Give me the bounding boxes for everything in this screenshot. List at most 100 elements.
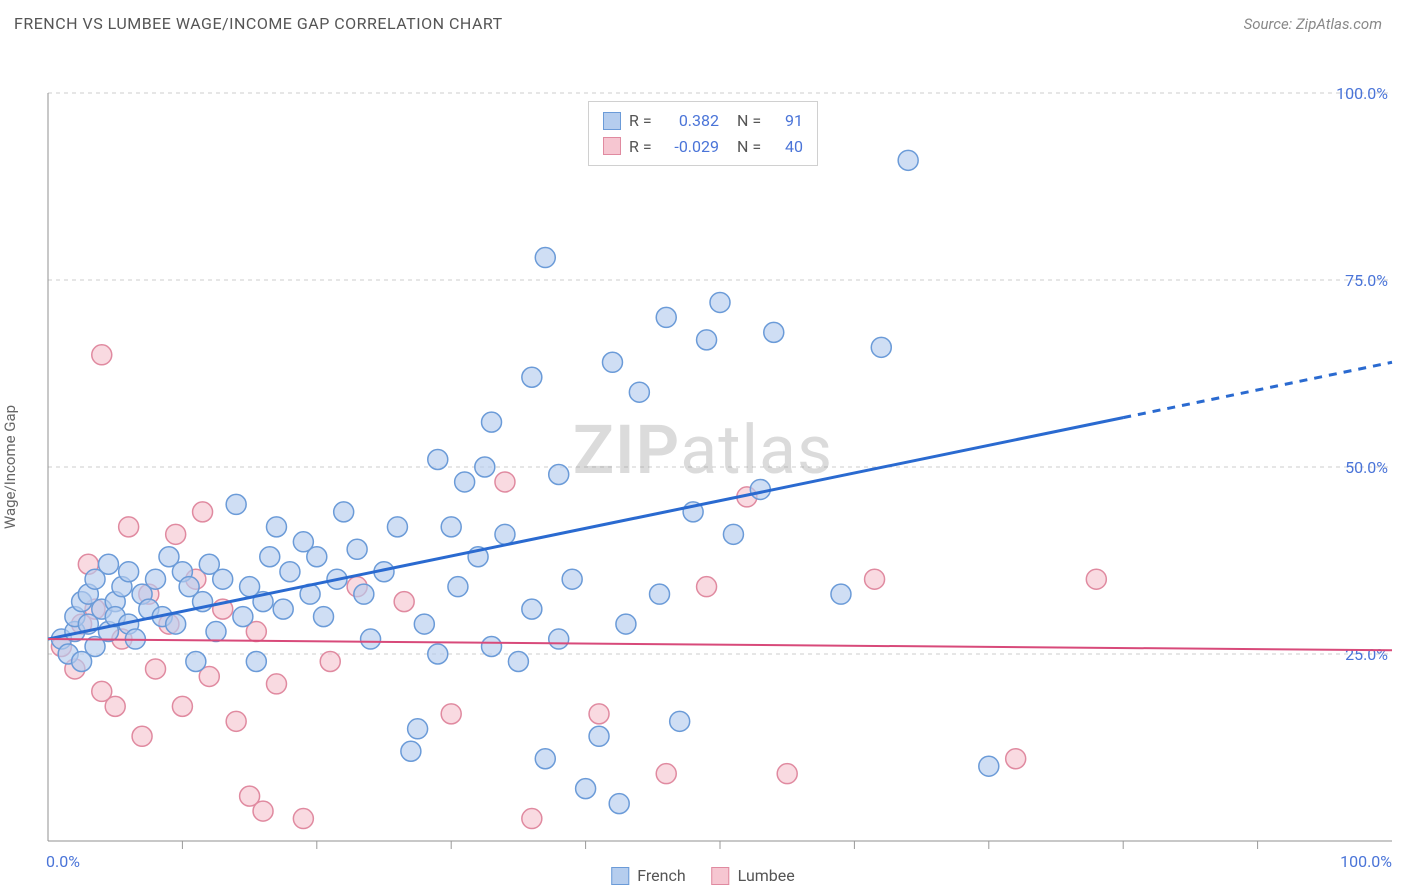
- data-point: [334, 502, 354, 522]
- data-point: [186, 651, 206, 671]
- data-point: [166, 524, 186, 544]
- data-point: [213, 569, 233, 589]
- data-point: [495, 524, 515, 544]
- trend-line: [48, 418, 1123, 639]
- data-point: [508, 651, 528, 671]
- data-point: [226, 711, 246, 731]
- data-point: [441, 704, 461, 724]
- data-point: [172, 696, 192, 716]
- trend-line-dashed: [1123, 362, 1392, 417]
- data-point: [522, 367, 542, 387]
- data-point: [401, 741, 421, 761]
- data-point: [1006, 749, 1026, 769]
- data-point: [448, 577, 468, 597]
- data-point: [92, 345, 112, 365]
- data-point: [697, 577, 717, 597]
- y-axis-label: Wage/Income Gap: [1, 405, 19, 529]
- data-point: [307, 547, 327, 567]
- legend-label: French: [637, 866, 685, 885]
- data-point: [314, 607, 334, 627]
- data-point: [273, 599, 293, 619]
- data-point: [522, 599, 542, 619]
- data-point: [455, 472, 475, 492]
- data-point: [354, 584, 374, 604]
- data-point: [710, 292, 730, 312]
- data-point: [522, 809, 542, 829]
- stat-r-label: R =: [629, 108, 657, 134]
- stat-r-value: -0.029: [665, 134, 719, 160]
- svg-text:75.0%: 75.0%: [1345, 271, 1388, 290]
- stat-r-label: R =: [629, 134, 657, 160]
- data-point: [408, 719, 428, 739]
- trend-line: [48, 639, 1392, 650]
- data-point: [266, 517, 286, 537]
- data-point: [394, 592, 414, 612]
- data-point: [347, 539, 367, 559]
- data-point: [260, 547, 280, 567]
- data-point: [246, 651, 266, 671]
- data-point: [535, 749, 555, 769]
- stat-n-value: 91: [773, 108, 803, 134]
- data-point: [266, 674, 286, 694]
- data-point: [414, 614, 434, 634]
- data-point: [119, 562, 139, 582]
- scatter-chart: 25.0% 50.0% 75.0% 100.0% 0.0% 100.0%: [0, 43, 1406, 891]
- data-point: [428, 644, 448, 664]
- stat-r-value: 0.382: [665, 108, 719, 134]
- legend-swatch: [603, 137, 621, 155]
- data-point: [98, 554, 118, 574]
- data-point: [475, 457, 495, 477]
- legend-swatch: [603, 112, 621, 130]
- legend-swatch: [611, 867, 629, 885]
- chart-title: FRENCH VS LUMBEE WAGE/INCOME GAP CORRELA…: [14, 14, 503, 33]
- data-point: [656, 307, 676, 327]
- data-point: [387, 517, 407, 537]
- data-point: [650, 584, 670, 604]
- stat-n-value: 40: [773, 134, 803, 160]
- data-point: [535, 248, 555, 268]
- svg-text:50.0%: 50.0%: [1345, 458, 1388, 477]
- data-point: [764, 322, 784, 342]
- data-point: [361, 629, 381, 649]
- chart-wrapper: Wage/Income Gap ZIPatlas 25.0%50.0%75.0%…: [0, 43, 1406, 891]
- data-point: [562, 569, 582, 589]
- stat-n-label: N =: [737, 108, 765, 134]
- data-point: [495, 472, 515, 492]
- data-point: [253, 801, 273, 821]
- data-point: [616, 614, 636, 634]
- data-point: [193, 502, 213, 522]
- data-point: [576, 779, 596, 799]
- svg-text:0.0%: 0.0%: [46, 852, 80, 871]
- data-point: [1086, 569, 1106, 589]
- data-point: [670, 711, 690, 731]
- data-point: [146, 659, 166, 679]
- svg-text:100.0%: 100.0%: [1336, 84, 1388, 103]
- stats-legend-box: R = 0.382 N = 91R = -0.029 N = 40: [588, 101, 818, 166]
- data-point: [293, 809, 313, 829]
- data-point: [482, 412, 502, 432]
- data-point: [119, 517, 139, 537]
- data-point: [132, 726, 152, 746]
- data-point: [865, 569, 885, 589]
- data-point: [105, 696, 125, 716]
- data-point: [777, 764, 797, 784]
- data-point: [831, 584, 851, 604]
- stats-row: R =-0.029N =40: [603, 134, 803, 160]
- svg-text:100.0%: 100.0%: [1340, 852, 1392, 871]
- data-point: [320, 651, 340, 671]
- data-point: [723, 524, 743, 544]
- legend-label: Lumbee: [738, 866, 795, 885]
- stats-row: R = 0.382 N = 91: [603, 108, 803, 134]
- series-legend: French Lumbee: [611, 866, 795, 885]
- data-point: [146, 569, 166, 589]
- chart-header: FRENCH VS LUMBEE WAGE/INCOME GAP CORRELA…: [0, 0, 1406, 43]
- data-point: [629, 382, 649, 402]
- legend-swatch: [712, 867, 730, 885]
- data-point: [656, 764, 676, 784]
- chart-source: Source: ZipAtlas.com: [1244, 15, 1382, 33]
- data-point: [979, 756, 999, 776]
- data-point: [589, 704, 609, 724]
- data-point: [602, 352, 622, 372]
- data-point: [166, 614, 186, 634]
- svg-text:25.0%: 25.0%: [1345, 645, 1388, 664]
